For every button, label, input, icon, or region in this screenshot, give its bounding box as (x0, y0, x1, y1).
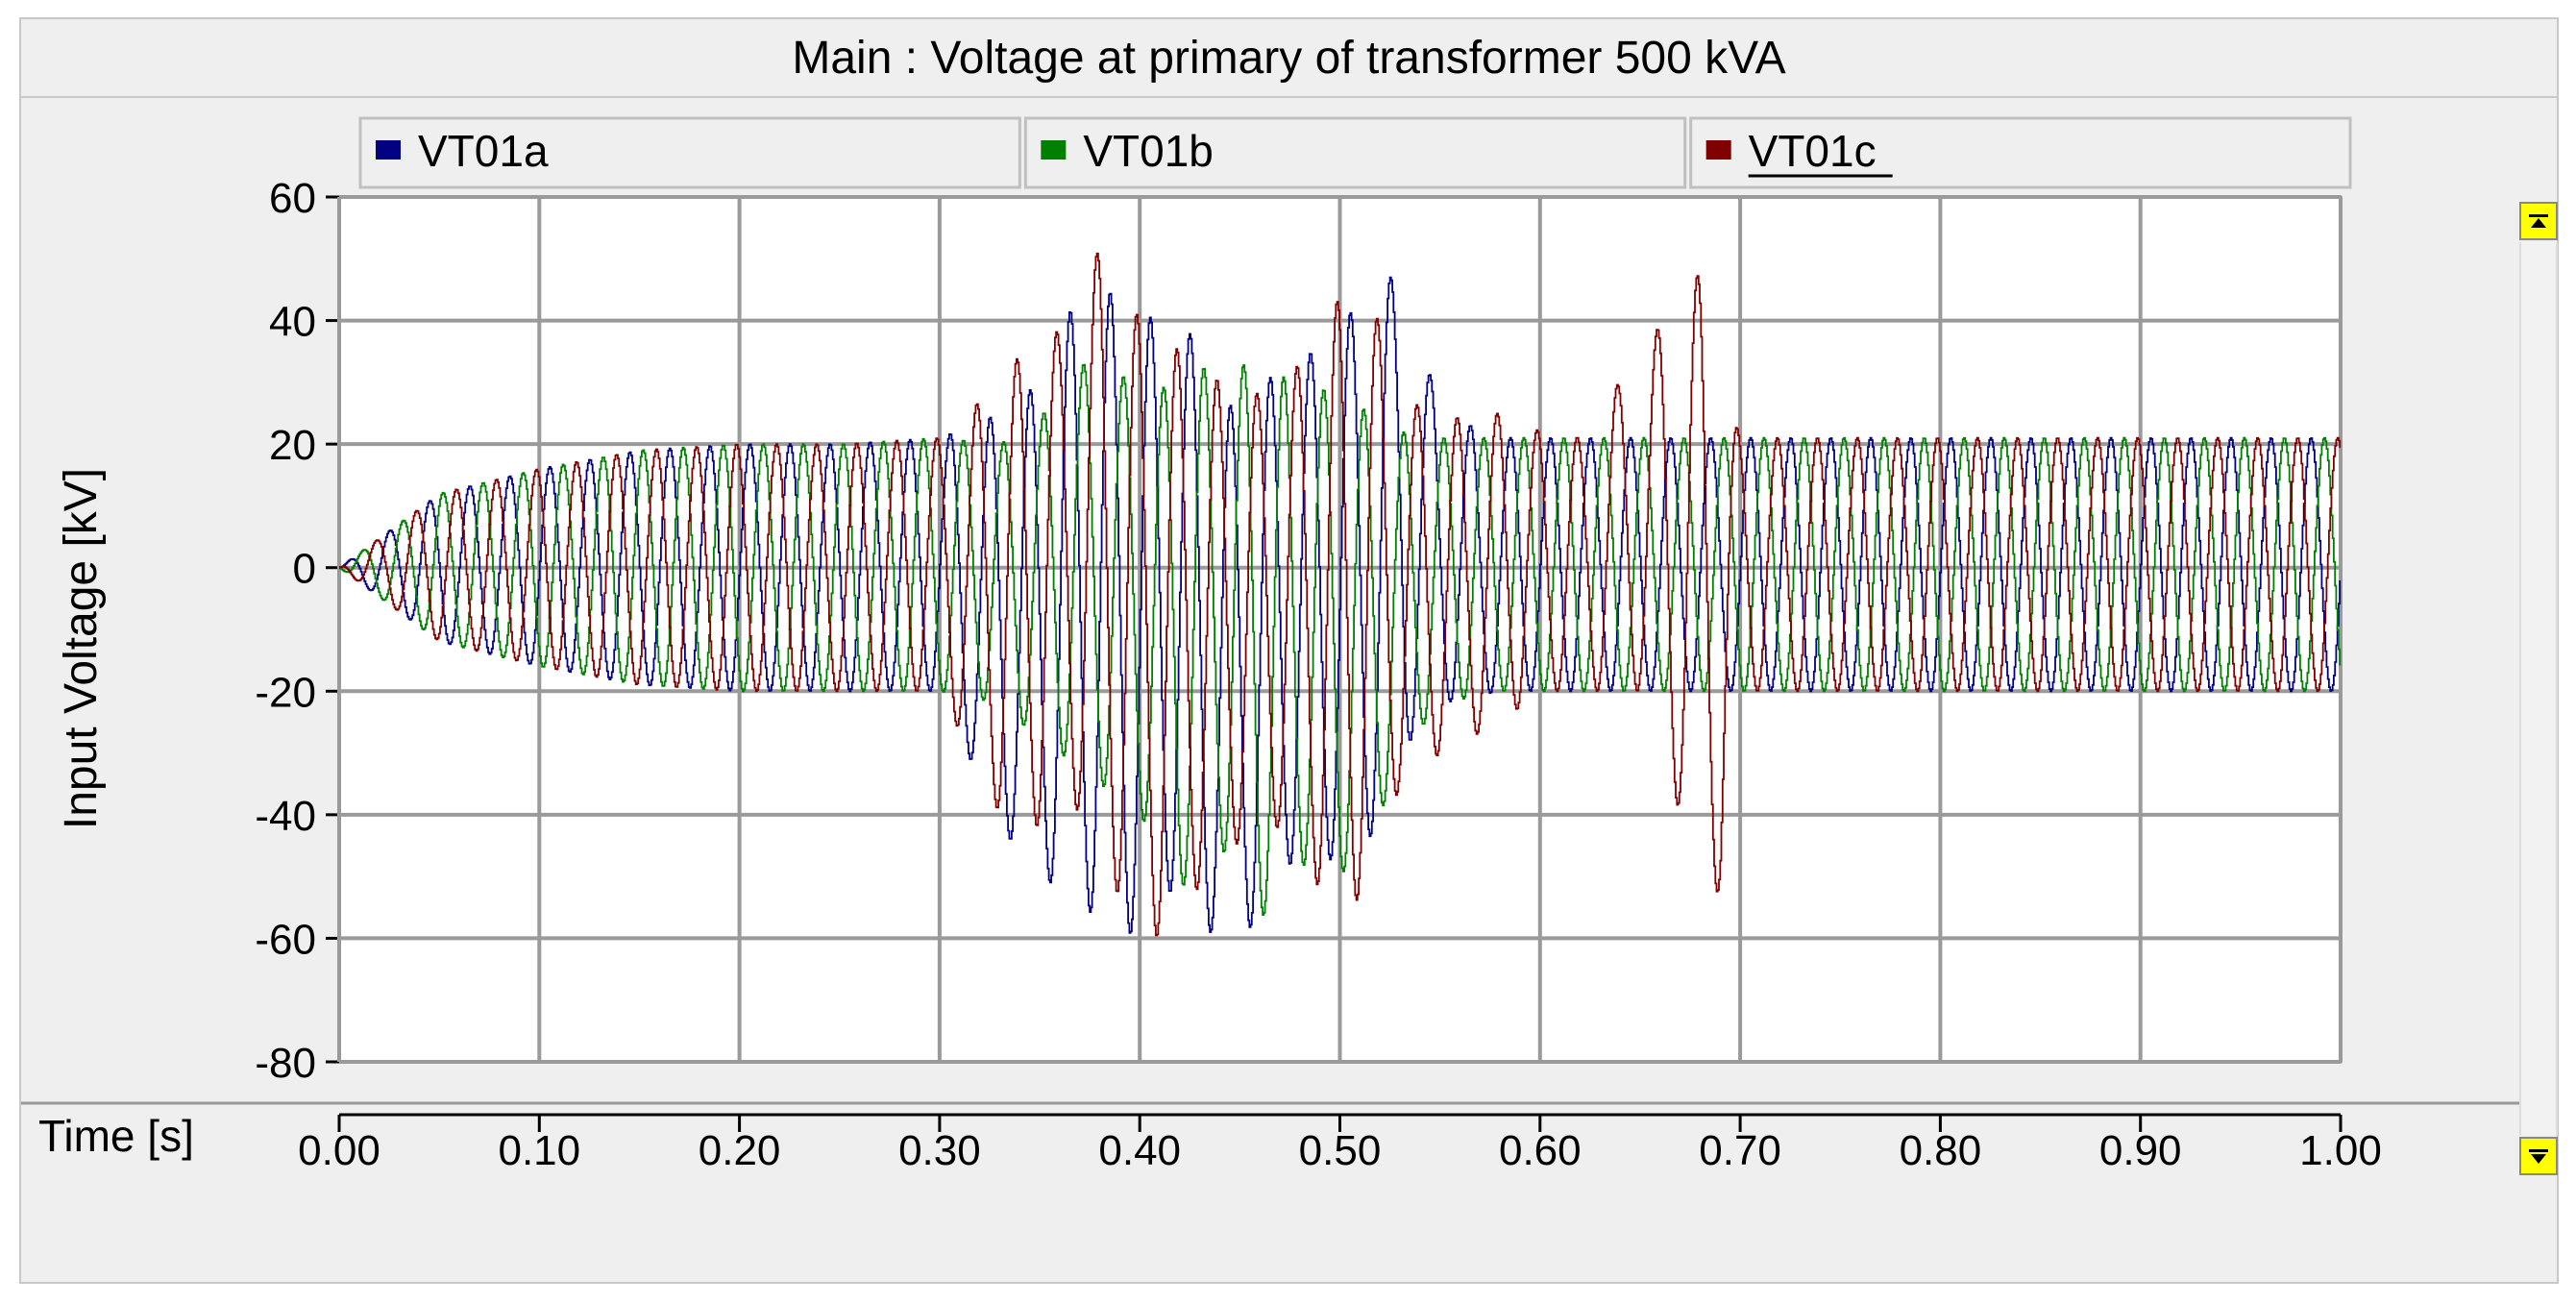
y-tick-label: -60 (255, 916, 316, 963)
x-tick-label: 0.60 (1499, 1127, 1582, 1174)
x-tick-label: 1.00 (2299, 1127, 2382, 1174)
x-axis-label: Time [s] (38, 1111, 194, 1161)
x-tick-label: 0.70 (1699, 1127, 1781, 1174)
legend-swatch (376, 140, 401, 160)
y-tick-label: -20 (255, 669, 316, 716)
legend-label: VT01a (418, 126, 549, 176)
voltage-chart: 60 40 20 0 -20 -40 -60 -80 Input Voltage [kV] VT0… (21, 116, 2558, 1105)
chart-window: Main : Voltage at primary of transformer… (19, 17, 2559, 1284)
y-tick-label: -80 (255, 1040, 316, 1087)
legend-item-vt01b[interactable]: VT01b (1023, 116, 1687, 189)
series-line-vt01b (339, 363, 2342, 916)
x-tick-label: 0.20 (699, 1127, 781, 1174)
series-line-vt01c (339, 252, 2342, 937)
y-axis-label: Input Voltage [kV] (56, 468, 107, 829)
legend-swatch (1041, 140, 1067, 160)
series-line-vt01a (339, 276, 2342, 934)
x-tick-label: 0.40 (1098, 1127, 1181, 1174)
y-tick-label: 20 (269, 422, 316, 469)
legend-item-vt01a[interactable]: VT01a (358, 116, 1021, 189)
legend-label: VT01b (1083, 126, 1214, 176)
y-tick-label: -40 (255, 793, 316, 840)
x-tick-label: 0.90 (2099, 1127, 2182, 1174)
arrow-down-icon (2529, 1149, 2548, 1164)
x-tick-label: 0.30 (898, 1127, 981, 1174)
x-tick-label: 0.80 (1900, 1127, 1982, 1174)
x-tick-label: 0.10 (498, 1127, 580, 1174)
legend-swatch (1705, 140, 1731, 160)
scrollbar-track[interactable] (2519, 242, 2558, 1135)
scroll-down-button[interactable] (2519, 1137, 2558, 1175)
y-tick-label: 60 (269, 175, 316, 222)
legend-cell (358, 116, 1021, 189)
x-tick-label: 0.00 (298, 1127, 380, 1174)
scroll-up-button[interactable] (2519, 202, 2558, 240)
arrow-up-icon (2529, 214, 2548, 228)
y-tick-label: 0 (293, 546, 316, 593)
legend-item-vt01c[interactable]: VT01c (1689, 116, 2352, 189)
x-axis: 0.00 0.10 0.20 0.30 0.40 0.50 0.60 0.70 0.80 0.90… (38, 1111, 2382, 1174)
legend-cell (1023, 116, 1687, 189)
chart-title: Main : Voltage at primary of transformer… (21, 19, 2557, 98)
plot-area: 60 40 20 0 -20 -40 -60 -80 Input Voltage [kV] VT0… (21, 96, 2558, 1175)
y-tick-label: 40 (269, 299, 316, 346)
x-tick-label: 0.50 (1299, 1127, 1382, 1174)
legend-label: VT01c (1749, 126, 1877, 176)
